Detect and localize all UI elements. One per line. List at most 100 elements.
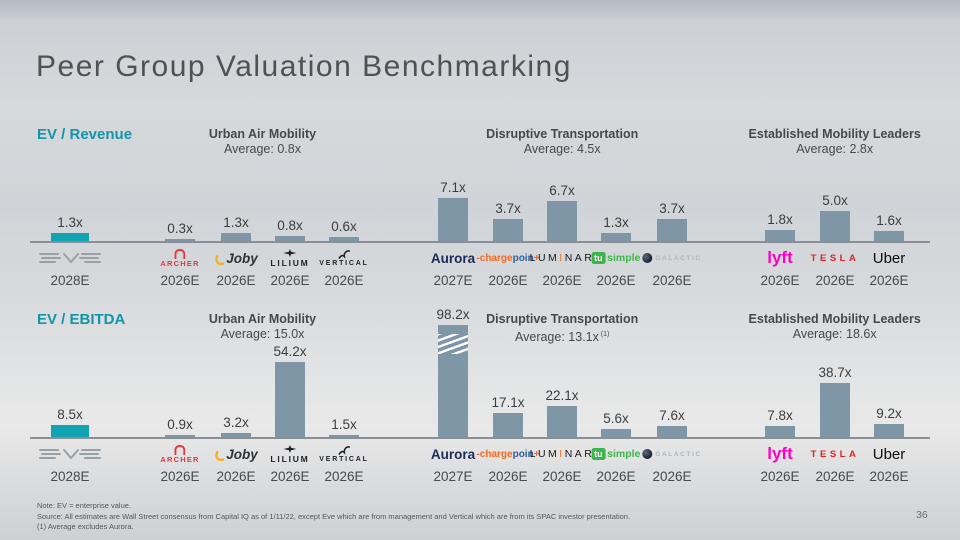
vertical-year-label: 2026E [324,273,364,288]
vertical-value-label: 0.6x [331,219,357,234]
chargepoint-value-label: 3.7x [495,201,521,216]
lilium-logo: LILIUM [270,441,309,467]
lilium-bar [275,362,305,437]
uber-value-label: 9.2x [876,406,902,421]
eve-logo [39,245,101,271]
axis-baseline [30,241,930,243]
group-header: Established Mobility Leaders Average: 2.8… [749,127,921,157]
tesla-bar [820,383,850,437]
chargepoint-year-label: 2026E [488,273,528,288]
virgin-galactic-globe-icon [642,449,653,459]
group-average: Average: 0.8x [224,142,301,156]
eve-bar [51,233,89,241]
group-title: Established Mobility Leaders [748,127,921,141]
galactic-bar [657,219,687,241]
aurora-value-label: 98.2x [436,307,470,322]
group-average: Average: 13.1x (1) [515,330,610,345]
eve-year-label: 2028E [50,273,90,288]
lilium-bar [275,236,305,241]
lyft-year-label: 2026E [760,469,800,484]
uber-bar [874,231,904,241]
page-number: 36 [916,509,928,521]
joby-logo: Joby [214,441,258,467]
archer-bar [165,239,195,241]
eve-value-label: 8.5x [57,407,83,422]
lyft-bar [765,426,795,437]
uber-value-label: 1.6x [876,213,902,228]
aurora-value-label: 7.1x [440,180,466,195]
aurora-year-label: 2027E [433,273,473,288]
vertical-bird-icon [338,249,350,259]
aurora-logo: Aurora [431,245,475,271]
archer-year-label: 2026E [160,469,200,484]
footnotes: Note: EV = enterprise value. Source: All… [37,501,630,533]
lilium-logo-text: LILIUM [270,453,310,464]
uber-logo-text: Uber [872,249,906,267]
tesla-logo-text: TESLA [810,252,860,264]
archer-logo-text: ARCHER [160,258,200,268]
uber-bar [874,424,904,437]
aurora-logo-text: Aurora [430,446,476,462]
chargepoint-logo: -chargepoin+ [476,441,539,467]
uber-logo: Uber [873,441,906,467]
uber-year-label: 2026E [869,273,909,288]
page-title: Peer Group Valuation Benchmarking [36,50,572,83]
tesla-value-label: 38.7x [818,365,852,380]
axis-break-marks [438,334,468,354]
uber-logo-text: Uber [872,445,906,463]
vertical-bird-icon [338,445,350,455]
archer-value-label: 0.9x [167,417,193,432]
tusimple-year-label: 2026E [596,469,636,484]
lilium-logo: LILIUM [270,245,309,271]
group-title: Established Mobility Leaders [748,312,921,326]
luminar-logo-text: LUMINAR [529,448,595,460]
virgin-galactic-logo-text: GALACTIC [655,450,702,458]
aurora-logo-text: Aurora [430,250,476,266]
footnote-source: Source: All estimates are Wall Street co… [37,511,631,521]
tesla-year-label: 2026E [815,273,855,288]
tesla-year-label: 2026E [815,469,855,484]
joby-logo: Joby [214,245,258,271]
chargepoint-year-label: 2026E [488,469,528,484]
group-title: Urban Air Mobility [208,312,317,326]
eve-bar [51,425,89,437]
chargepoint-logo-text: -chargepoin+ [476,252,540,264]
tusimple-value-label: 5.6x [603,411,629,426]
archer-bar [165,435,195,437]
group-header: Disruptive Transportation Average: 4.5x [486,127,638,157]
luminar-logo-text: LUMINAR [529,252,595,264]
joby-swoosh-icon [215,254,225,265]
luminar-value-label: 6.7x [549,183,575,198]
tesla-logo: TESLA [811,245,860,271]
chargepoint-bar [493,413,523,437]
tesla-bar [820,211,850,241]
tusimple-logo-text: tu simple [591,252,640,264]
vertical-logo: VERTICAL [319,441,368,467]
chargepoint-logo-text: -chargepoin+ [476,448,540,460]
uber-logo: Uber [873,245,906,271]
luminar-bar [547,406,577,437]
lilium-value-label: 0.8x [277,218,303,233]
vertical-year-label: 2026E [324,469,364,484]
galactic-year-label: 2026E [652,469,692,484]
joby-swoosh-icon [215,450,225,461]
archer-year-label: 2026E [160,273,200,288]
archer-logo: ARCHER [160,441,199,467]
lyft-logo: lyft [767,441,793,467]
vertical-logo-text: VERTICAL [319,455,369,463]
group-average: Average: 18.6x [792,327,877,341]
lyft-logo-text: lyft [767,444,793,463]
luminar-logo: LUMINAR [530,245,595,271]
group-average: Average: 15.0x [220,327,305,341]
group-title: Disruptive Transportation [486,127,639,141]
group-average: Average: 2.8x [796,142,874,156]
tusimple-logo: tu simple [591,441,640,467]
eve-year-label: 2028E [50,469,90,484]
tusimple-year-label: 2026E [596,273,636,288]
lilium-jet-icon [283,248,297,257]
metric-label-ev-ebitda: EV / EBITDA [37,311,126,328]
tusimple-value-label: 1.3x [603,215,629,230]
aurora-logo: Aurora [431,441,475,467]
chargepoint-logo: -chargepoin+ [476,245,539,271]
